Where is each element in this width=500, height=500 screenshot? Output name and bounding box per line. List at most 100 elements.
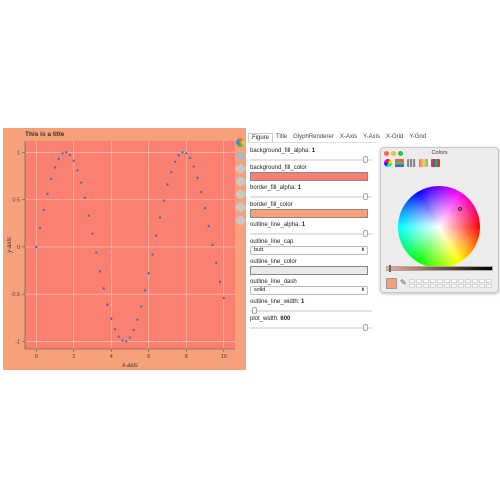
saved-color-slot[interactable]	[472, 284, 478, 288]
saved-color-slot[interactable]	[486, 279, 492, 283]
tab-glyphrenderer[interactable]: GlyphRenderer	[293, 134, 334, 140]
tab-y-axis[interactable]: Y-Axis	[363, 134, 380, 140]
data-point	[196, 176, 199, 180]
tab-title[interactable]: Title	[276, 134, 288, 140]
prop-background-fill-alpha: background_fill_alpha: 1	[250, 147, 375, 164]
data-point	[57, 157, 60, 161]
saved-color-slot[interactable]	[437, 279, 443, 283]
select-arrows-icon: ⬍	[360, 287, 365, 293]
image-palettes-mode-icon[interactable]	[419, 159, 428, 167]
data-point	[140, 305, 143, 308]
outline-line-dash-select[interactable]: solid ⬍	[250, 286, 368, 295]
tab-figure[interactable]: Figure	[248, 133, 274, 143]
current-color-swatch[interactable]	[386, 278, 397, 289]
saved-color-slot[interactable]	[479, 279, 485, 283]
background-fill-alpha-slider[interactable]	[250, 155, 375, 164]
outline-line-color-swatch[interactable]	[250, 266, 368, 275]
reset-tool-icon[interactable]	[236, 203, 245, 212]
slider-thumb[interactable]	[363, 193, 368, 200]
saved-color-slot[interactable]	[458, 279, 464, 283]
saved-color-slot[interactable]	[423, 284, 429, 288]
color-wheel[interactable]	[398, 186, 480, 268]
data-point	[68, 153, 72, 157]
x-tick-label: 8	[185, 354, 188, 360]
saved-color-slot[interactable]	[423, 279, 429, 283]
color-sliders-mode-icon[interactable]	[395, 159, 404, 167]
slider-thumb[interactable]	[252, 307, 258, 314]
saved-color-slot[interactable]	[430, 284, 436, 288]
color-wheel-mode-icon[interactable]	[384, 159, 392, 167]
zoom-window-button[interactable]	[398, 151, 403, 156]
outline-line-width-slider[interactable]	[250, 306, 375, 315]
saved-color-slot[interactable]	[486, 284, 492, 288]
outline-line-alpha-slider[interactable]	[250, 229, 375, 238]
saved-color-slot[interactable]	[444, 284, 450, 288]
brightness-slider[interactable]	[386, 266, 493, 271]
saved-color-slot[interactable]	[465, 279, 471, 283]
data-point	[83, 196, 87, 199]
prop-plot-width: plot_width: 600	[250, 315, 375, 332]
bokeh-logo-icon[interactable]	[236, 138, 245, 147]
saved-color-slot[interactable]	[458, 284, 464, 288]
data-point	[222, 296, 225, 300]
saved-color-slot[interactable]	[451, 279, 457, 283]
slider-thumb[interactable]	[363, 230, 368, 237]
border-fill-alpha-slider[interactable]	[250, 192, 375, 201]
pan-tool-icon[interactable]	[236, 151, 245, 160]
data-point	[200, 190, 203, 194]
data-point	[166, 183, 169, 186]
data-point	[80, 181, 83, 184]
plot-canvas[interactable]: 0 2 4 6 8 10 1 0.5 0 -0.5 -1 x-axis y-axis	[3, 128, 235, 370]
crayons-mode-icon[interactable]	[431, 159, 440, 167]
colors-window-title: Colors	[431, 150, 448, 156]
tab-y-grid[interactable]: Y-Grid	[409, 134, 427, 140]
color-wheel-cursor[interactable]	[458, 207, 462, 211]
saved-color-slot[interactable]	[472, 279, 478, 283]
background-fill-color-swatch[interactable]	[250, 172, 368, 181]
tab-x-grid[interactable]: X-Grid	[385, 134, 404, 140]
box-zoom-tool-icon[interactable]	[236, 177, 245, 186]
outline-line-cap-select[interactable]: butt ⬍	[250, 246, 368, 255]
property-tabs: Figure Title GlyphRenderer X-Axis Y-Axis…	[248, 133, 429, 143]
saved-color-slot[interactable]	[437, 284, 443, 288]
data-point	[218, 280, 222, 284]
saved-color-slot[interactable]	[416, 279, 422, 283]
help-tool-icon[interactable]	[236, 216, 245, 225]
data-point	[177, 153, 180, 157]
plot-width-value: 600	[280, 316, 291, 322]
tab-x-axis[interactable]: X-Axis	[339, 134, 358, 140]
color-palettes-mode-icon[interactable]	[407, 159, 416, 167]
saved-color-slot[interactable]	[416, 284, 422, 288]
saved-color-slot[interactable]	[465, 284, 471, 288]
brightness-slider-thumb[interactable]	[389, 265, 392, 272]
outline-line-cap-label: outline_line_cap	[250, 239, 294, 245]
data-point	[170, 171, 173, 174]
slider-thumb[interactable]	[363, 324, 368, 331]
saved-color-slot[interactable]	[430, 279, 436, 283]
saved-color-slot[interactable]	[451, 284, 457, 288]
save-tool-icon[interactable]	[236, 190, 245, 199]
saved-color-slot[interactable]	[444, 279, 450, 283]
data-point	[110, 317, 113, 320]
close-window-button[interactable]	[384, 151, 389, 156]
prop-background-fill-color: background_fill_color	[250, 164, 375, 181]
wheel-zoom-tool-icon[interactable]	[236, 164, 245, 173]
plot-width-slider[interactable]	[250, 323, 375, 332]
border-fill-color-swatch[interactable]	[250, 209, 368, 218]
outline-line-width-label: outline_line_width:	[250, 299, 300, 305]
data-point	[128, 336, 132, 339]
data-point	[72, 159, 75, 163]
saved-color-slot[interactable]	[479, 284, 485, 288]
x-axis-label: x-axis	[121, 363, 138, 369]
saved-color-swatches	[409, 279, 492, 288]
data-point	[188, 156, 192, 160]
grid	[25, 141, 235, 349]
slider-track	[250, 159, 372, 161]
saved-color-slot[interactable]	[409, 284, 415, 288]
data-point	[132, 328, 135, 332]
saved-color-slot[interactable]	[409, 279, 415, 283]
eyedropper-icon[interactable]: ✎	[400, 278, 407, 287]
minimize-window-button[interactable]	[391, 151, 396, 156]
slider-track	[250, 327, 372, 329]
slider-thumb[interactable]	[363, 156, 368, 163]
